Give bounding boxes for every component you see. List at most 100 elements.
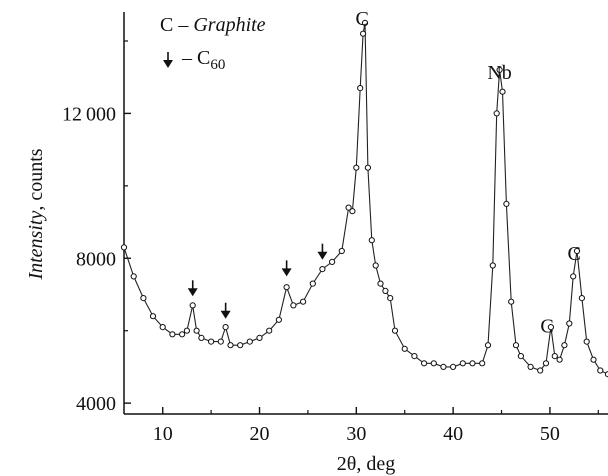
y-axis-label-italic: Intensity [25, 211, 47, 281]
legend: C – Graphite – C60 [160, 14, 266, 73]
data-point [300, 298, 307, 305]
data-point [345, 204, 352, 211]
data-point [193, 327, 200, 334]
peak-label: C [567, 243, 580, 265]
c60-peak-arrows [187, 243, 328, 319]
c60-arrow-icon [187, 280, 198, 297]
data-point [493, 110, 500, 117]
data-point [120, 244, 128, 251]
data-point [421, 360, 428, 367]
data-point [527, 363, 534, 370]
data-point [275, 316, 282, 323]
data-point [479, 360, 486, 367]
x-axis-ticks: 10 20 30 40 50 [153, 407, 599, 445]
x-tick-label: 50 [540, 423, 560, 445]
data-point [566, 320, 573, 327]
data-point [590, 356, 597, 363]
data-point [283, 284, 290, 291]
data-point [159, 324, 166, 331]
data-point [256, 334, 263, 341]
data-point [387, 295, 394, 302]
data-point [309, 280, 316, 287]
data-point [459, 360, 466, 367]
legend-graphite: C – Graphite [160, 14, 266, 36]
c60-arrow-icon [220, 302, 231, 319]
data-point [512, 342, 520, 349]
data-point [469, 360, 476, 367]
data-point [353, 164, 360, 171]
y-tick-label: 4000 [76, 393, 116, 415]
legend-c60-dash: – [181, 47, 193, 69]
data-point [401, 345, 408, 352]
data-point [503, 200, 510, 207]
data-point [290, 302, 297, 309]
data-point [179, 331, 186, 338]
data-point [411, 353, 418, 360]
legend-c60-base: C [197, 47, 210, 69]
data-point [198, 334, 205, 341]
legend-c60: – C60 [181, 47, 225, 73]
data-point [551, 353, 558, 360]
data-point [496, 66, 503, 74]
data-point [368, 237, 375, 244]
data-point [547, 324, 555, 331]
data-point [338, 247, 345, 255]
plot-area: 10 20 30 40 50 4000 8000 12 000 C Nb C C [62, 8, 608, 445]
data-point [208, 338, 215, 345]
data-point [573, 247, 581, 255]
x-tick-label: 10 [153, 423, 173, 445]
series-points [120, 19, 608, 378]
data-point [349, 208, 356, 215]
data-point [222, 324, 229, 331]
y-tick-label: 12 000 [62, 103, 116, 125]
data-point [357, 85, 364, 92]
data-point [508, 298, 515, 305]
data-point [360, 30, 367, 37]
data-point [578, 295, 586, 302]
data-point [430, 360, 437, 367]
series-line [123, 22, 608, 375]
legend-graphite-name: Graphite [193, 14, 265, 36]
peak-label: C [540, 316, 553, 338]
data-point [329, 258, 336, 265]
series-polyline [123, 22, 608, 375]
data-point [227, 342, 234, 349]
data-point [377, 280, 384, 287]
data-point [189, 302, 196, 309]
legend-arrow-icon [163, 52, 173, 68]
y-tick-label: 8000 [76, 248, 116, 270]
data-point [537, 367, 544, 374]
data-point [319, 266, 326, 273]
data-point [382, 287, 389, 294]
data-point [570, 273, 577, 280]
x-tick-label: 30 [346, 423, 366, 445]
peak-label: Nb [487, 62, 511, 84]
x-tick-label: 20 [250, 423, 270, 445]
data-point [489, 262, 496, 269]
data-point [450, 363, 457, 370]
data-point [597, 367, 604, 374]
data-point [561, 342, 568, 349]
data-point [604, 371, 608, 378]
legend-graphite-dash: – [177, 14, 189, 36]
data-point [266, 327, 273, 334]
data-point [391, 327, 399, 334]
x-axis-label: 2θ, deg [337, 453, 395, 475]
data-point [361, 19, 369, 26]
data-point [556, 356, 563, 363]
data-point [440, 363, 447, 370]
data-point [183, 327, 190, 334]
legend-graphite-symbol: C [160, 14, 173, 36]
data-point [499, 88, 506, 95]
data-point [484, 342, 492, 349]
data-point [246, 338, 253, 345]
y-axis-label-rest: , counts [25, 148, 47, 210]
data-point [169, 331, 176, 338]
data-point [237, 342, 244, 349]
data-point [217, 338, 224, 345]
c60-arrow-icon [317, 243, 328, 260]
data-point [130, 273, 137, 280]
data-point [583, 338, 590, 345]
data-point [517, 353, 525, 360]
